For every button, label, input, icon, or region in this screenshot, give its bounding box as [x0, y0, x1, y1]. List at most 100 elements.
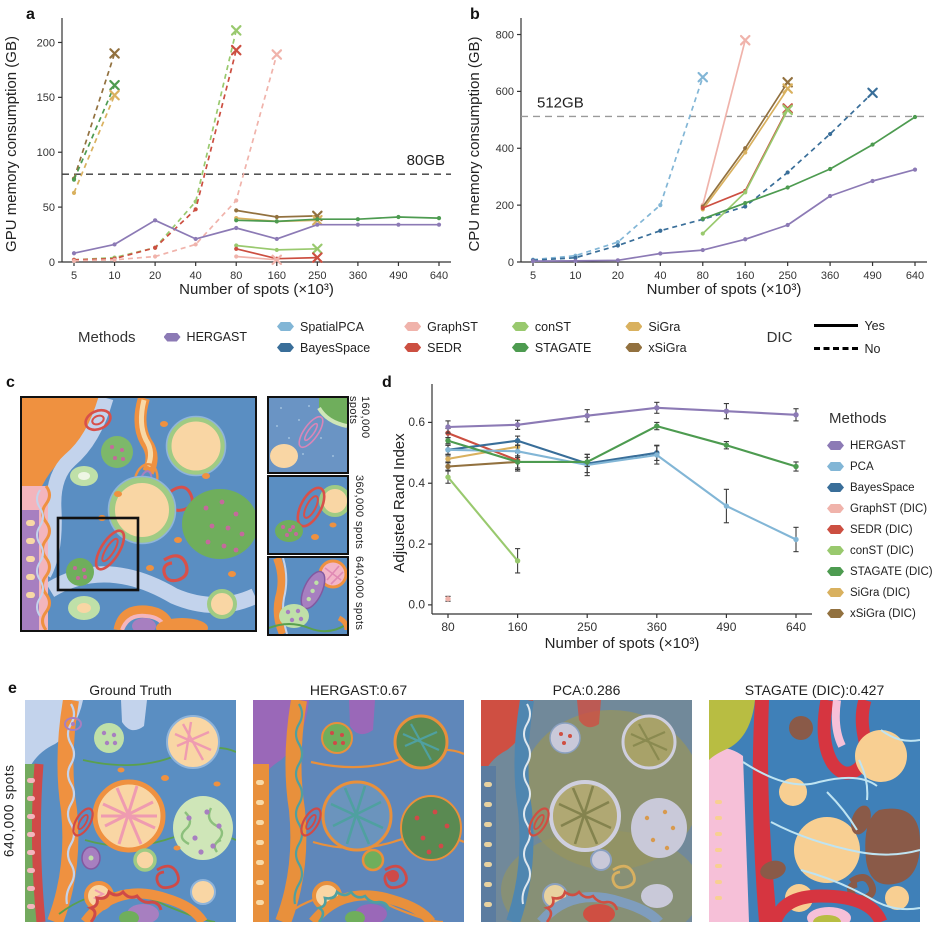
bayesspace-swatch	[827, 483, 844, 492]
dic-no-item: No	[814, 342, 884, 356]
svg-text:200: 200	[37, 37, 55, 49]
const-swatch	[827, 546, 844, 555]
xsigra-swatch	[625, 343, 643, 352]
svg-text:400: 400	[496, 143, 514, 155]
dic-legend-title: DIC	[766, 328, 793, 346]
svg-text:0: 0	[508, 257, 514, 269]
svg-text:20: 20	[612, 270, 624, 282]
svg-text:250: 250	[308, 270, 326, 282]
ari-legend-item: PCA	[827, 456, 939, 477]
dic-yes-item: Yes	[814, 319, 885, 333]
svg-text:150: 150	[37, 92, 55, 104]
sigra-swatch	[625, 322, 643, 331]
spatialpca-swatch	[276, 322, 294, 331]
e-title-hergast: HERGAST:0.67	[309, 682, 408, 698]
svg-text:640: 640	[906, 270, 924, 282]
ari-legend-item: conST (DIC)	[827, 540, 939, 561]
svg-text:200: 200	[496, 200, 514, 212]
ari-legend-title: Methods	[829, 410, 887, 427]
svg-text:80: 80	[441, 620, 455, 634]
ari-legend-item: SiGra (DIC)	[827, 582, 939, 603]
e-image-pca	[481, 698, 701, 926]
gpu-memory-chart: 0 50 100 150 200 5 10 20 40 80 160 250 360 490 640 Numb…	[3, 18, 451, 298]
svg-text:490: 490	[389, 270, 407, 282]
svg-text:640: 640	[786, 620, 806, 634]
svg-text:Number of spots (×10³): Number of spots (×10³)	[647, 281, 802, 298]
svg-text:10: 10	[108, 270, 120, 282]
svg-text:40: 40	[190, 270, 202, 282]
svg-text:Adjusted Rand Index: Adjusted Rand Index	[392, 433, 408, 573]
legend-label: BayesSpace	[299, 340, 371, 355]
e-title-stagate: STAGATE (DIC):0.427	[744, 682, 885, 698]
ari-legend: Methods HERGAST PCA BayesSpace GraphST (…	[827, 410, 939, 624]
svg-text:10: 10	[569, 270, 581, 282]
svg-text:250: 250	[778, 270, 796, 282]
legend-item-sedr: SEDR	[404, 341, 478, 355]
ari-chart: 0.0 0.2 0.4 0.6 80 160 250 360 490 640 Number of s…	[392, 384, 812, 652]
panel-c-letter: c	[6, 374, 15, 391]
svg-text:5: 5	[530, 270, 536, 282]
dic-legend: Yes No	[814, 319, 885, 356]
legend-item-graphst: GraphST	[404, 320, 478, 334]
svg-text:CPU memory consumption (GB): CPU memory consumption (GB)	[466, 36, 483, 251]
stagate-swatch	[511, 343, 529, 352]
e-row-label: 640,000 spots	[1, 764, 17, 858]
const-swatch	[511, 322, 529, 331]
svg-text:640: 640	[430, 270, 448, 282]
svg-text:80: 80	[697, 270, 709, 282]
legend-item-spatialpca: SpatialPCA	[276, 320, 370, 334]
svg-text:0.4: 0.4	[408, 476, 425, 490]
e-image-hergast	[253, 698, 465, 926]
methods-legend-title: Methods	[78, 328, 136, 346]
panel-d-letter: d	[382, 374, 392, 391]
pca-swatch	[827, 462, 844, 471]
stagate-swatch	[827, 567, 844, 576]
svg-text:Number of spots (×10³): Number of spots (×10³)	[545, 635, 700, 652]
xsigra-swatch	[827, 609, 844, 618]
e-image-ground-truth	[25, 698, 237, 926]
svg-text:0.6: 0.6	[408, 415, 425, 429]
svg-text:360: 360	[647, 620, 667, 634]
sedr-swatch	[404, 343, 422, 352]
svg-text:250: 250	[577, 620, 597, 634]
svg-text:80GB: 80GB	[407, 152, 445, 169]
sigra-swatch	[827, 588, 844, 597]
ari-legend-item: HERGAST	[827, 435, 939, 456]
svg-text:50: 50	[43, 202, 55, 214]
ari-legend-item: xSiGra (DIC)	[827, 603, 939, 624]
svg-text:160: 160	[508, 620, 528, 634]
panel-e-letter: e	[8, 680, 17, 697]
legend-item-sigra: SiGra	[625, 320, 686, 334]
svg-text:160: 160	[736, 270, 754, 282]
svg-text:80: 80	[230, 270, 242, 282]
svg-text:800: 800	[496, 29, 514, 41]
legend-label: STAGATE	[534, 340, 592, 355]
e-image-stagate	[709, 698, 921, 926]
panel-b-letter: b	[470, 6, 480, 23]
svg-text:100: 100	[37, 147, 55, 159]
graphst-swatch	[827, 504, 844, 513]
tissue-inset-160k	[267, 396, 349, 474]
svg-text:0: 0	[49, 257, 55, 269]
dashed-line-sample	[814, 347, 859, 350]
svg-text:0.2: 0.2	[408, 537, 425, 551]
inset-label-160k: 160,000 spots	[347, 396, 371, 439]
svg-text:160: 160	[268, 270, 286, 282]
svg-text:40: 40	[654, 270, 666, 282]
e-title-ground-truth: Ground Truth	[89, 682, 172, 698]
tissue-inset-640k	[267, 556, 350, 636]
graphst-swatch	[404, 322, 422, 331]
svg-text:490: 490	[716, 620, 736, 634]
dic-no-label: No	[864, 341, 881, 356]
ari-legend-item: SEDR (DIC)	[827, 519, 939, 540]
legend-label: HERGAST	[186, 330, 247, 344]
legend-item-bayesspace: BayesSpace	[276, 340, 371, 355]
sedr-swatch	[827, 525, 844, 534]
legend-label: conST	[534, 319, 572, 334]
panel-a-letter: a	[26, 6, 35, 23]
cpu-memory-chart: 0 200 400 600 800 5 10 20 40 80 160 250 360 490 640 Num…	[466, 18, 927, 298]
hergast-swatch	[163, 332, 181, 342]
legend-item-stagate: STAGATE	[511, 340, 592, 355]
inset-label-640k: 640,000 spots	[353, 556, 365, 631]
